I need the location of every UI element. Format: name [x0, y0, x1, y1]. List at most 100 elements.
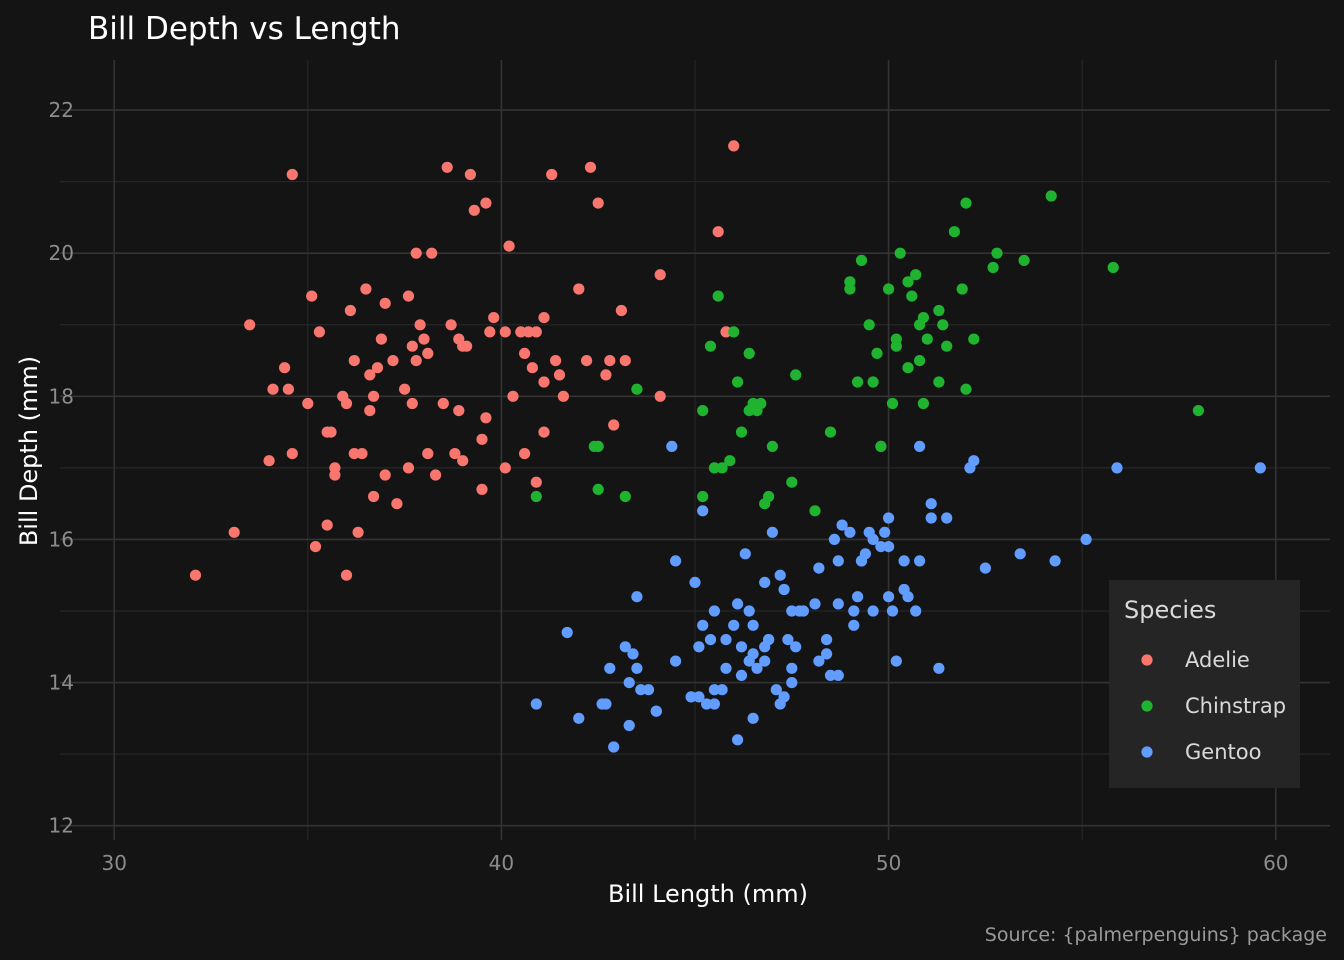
- data-point: [356, 448, 368, 460]
- data-point: [368, 390, 380, 402]
- data-point: [538, 426, 550, 438]
- data-point: [786, 605, 798, 617]
- data-point: [422, 448, 434, 460]
- data-point: [364, 369, 376, 381]
- data-point: [1045, 190, 1057, 202]
- data-point: [631, 383, 643, 395]
- data-point: [375, 333, 387, 345]
- data-point: [286, 448, 298, 460]
- data-point: [430, 469, 442, 481]
- axis-ticks: 30 40 50 60 12 14 16 18 20 22: [49, 98, 1289, 875]
- data-point: [716, 684, 728, 696]
- data-point: [933, 662, 945, 674]
- data-point: [879, 526, 891, 538]
- data-point: [410, 247, 422, 259]
- y-axis-label: Bill Depth (mm): [15, 356, 43, 546]
- data-point: [348, 355, 360, 367]
- data-point: [437, 397, 449, 410]
- data-point: [743, 605, 755, 617]
- data-point: [519, 347, 531, 359]
- data-point: [921, 333, 933, 345]
- data-point: [821, 634, 833, 646]
- data-points: [189, 140, 1266, 753]
- data-point: [759, 576, 771, 589]
- data-point: [654, 269, 666, 281]
- data-point: [782, 634, 794, 646]
- data-point: [728, 619, 740, 631]
- y-tick-label: 20: [49, 241, 74, 265]
- data-point: [743, 405, 755, 417]
- data-point: [836, 519, 848, 531]
- data-point: [770, 684, 782, 696]
- data-point: [743, 347, 755, 359]
- data-point: [329, 462, 341, 474]
- data-point: [325, 426, 337, 438]
- data-point: [499, 326, 511, 338]
- data-point: [619, 490, 631, 503]
- data-point: [902, 362, 914, 374]
- data-point: [418, 333, 430, 345]
- data-point: [708, 462, 721, 474]
- legend: Species Adelie Chinstrap Gentoo: [1109, 580, 1300, 788]
- data-point: [813, 655, 825, 667]
- data-point: [484, 326, 496, 338]
- data-point: [387, 355, 399, 367]
- data-point: [886, 605, 899, 617]
- data-point: [693, 691, 705, 703]
- data-point: [608, 741, 620, 753]
- data-point: [507, 390, 519, 402]
- data-point: [615, 304, 628, 317]
- data-point: [604, 355, 616, 367]
- data-point: [306, 290, 318, 302]
- data-point: [189, 569, 202, 581]
- data-point: [735, 426, 748, 438]
- data-point: [488, 312, 500, 324]
- data-point: [747, 619, 759, 631]
- data-point: [623, 719, 635, 732]
- data-point: [635, 684, 647, 696]
- data-point: [480, 197, 492, 209]
- data-point: [286, 168, 298, 181]
- data-point: [821, 648, 833, 660]
- data-point: [844, 276, 856, 288]
- data-point: [627, 648, 639, 660]
- data-point: [600, 369, 612, 381]
- data-point: [759, 655, 771, 667]
- data-point: [263, 455, 275, 467]
- data-point: [747, 648, 759, 660]
- data-point: [584, 161, 597, 173]
- data-point: [309, 541, 322, 553]
- data-point: [391, 498, 403, 510]
- data-point: [917, 397, 930, 410]
- data-point: [848, 605, 860, 617]
- data-point: [352, 526, 364, 538]
- data-point: [867, 605, 879, 617]
- data-point: [379, 469, 391, 481]
- data-point: [406, 397, 418, 410]
- data-point: [519, 448, 531, 460]
- data-point: [348, 448, 360, 460]
- data-point: [720, 662, 732, 674]
- y-tick-label: 18: [49, 384, 74, 408]
- data-point: [449, 448, 461, 460]
- data-point: [360, 283, 372, 295]
- data-point: [914, 440, 926, 452]
- data-point: [557, 390, 570, 402]
- data-point: [948, 226, 961, 238]
- data-point: [883, 512, 895, 524]
- legend-label-chinstrap: Chinstrap: [1185, 694, 1286, 718]
- legend-title: Species: [1124, 596, 1216, 624]
- data-point: [561, 626, 573, 639]
- data-point: [883, 283, 895, 295]
- data-point: [732, 734, 744, 746]
- data-point: [751, 662, 763, 674]
- data-point: [890, 655, 902, 667]
- data-point: [619, 641, 631, 653]
- data-point: [340, 569, 353, 581]
- data-point: [701, 698, 713, 710]
- data-point: [902, 276, 914, 288]
- data-point: [697, 505, 709, 517]
- data-point: [581, 355, 593, 367]
